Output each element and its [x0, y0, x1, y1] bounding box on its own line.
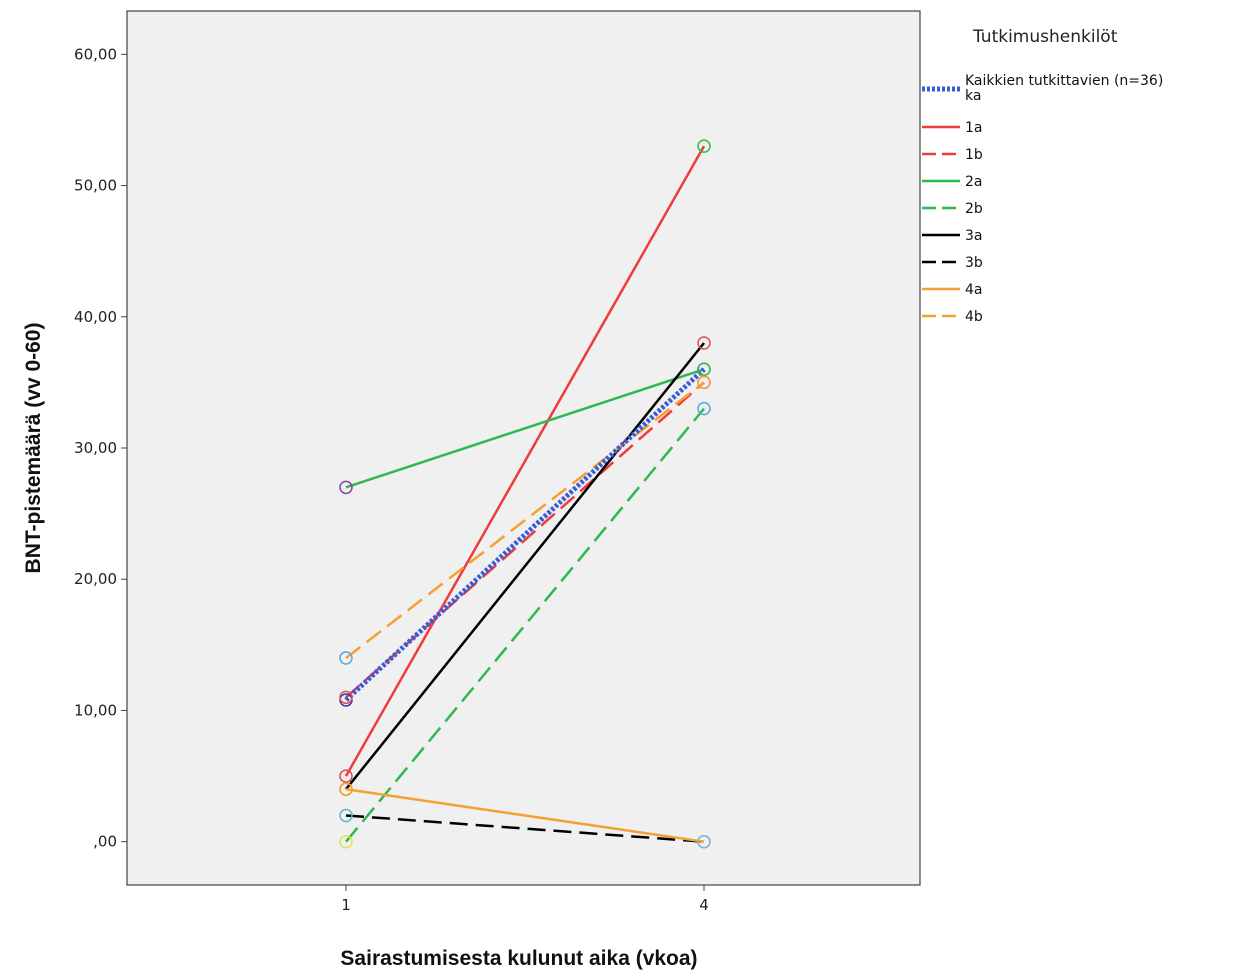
legend-label: 1b [965, 147, 983, 163]
legend-label: ka [965, 88, 981, 104]
legend-label: 3a [965, 228, 983, 244]
series-line-1a [344, 145, 706, 777]
series-line-3a [345, 342, 705, 790]
series-layer [344, 145, 706, 843]
data-point [697, 336, 711, 350]
y-axis-title: BNT-pistemäärä (vv 0-60) [22, 323, 45, 574]
y-tick-label: 50,00 [74, 177, 117, 195]
data-point [697, 401, 711, 416]
data-point [339, 690, 353, 705]
x-tick-label: 1 [341, 896, 351, 914]
y-tick-label: 40,00 [74, 308, 117, 326]
y-tick-label: 10,00 [74, 701, 117, 719]
series-line-2b [345, 407, 705, 843]
legend-label: 2a [965, 174, 983, 190]
series-line-3b [345, 814, 705, 843]
legend-label: 4a [965, 282, 983, 298]
data-point [339, 480, 353, 495]
y-tick-label: 60,00 [74, 45, 117, 63]
legend: Tutkimushenkilöt Kaikkien tutkittavien (… [922, 27, 1163, 325]
data-point [697, 139, 711, 153]
data-point [339, 834, 353, 849]
legend-label: Kaikkien tutkittavien (n=36) [965, 73, 1163, 89]
y-tick-label: 30,00 [74, 439, 117, 457]
data-point [697, 834, 711, 849]
data-point [697, 362, 711, 377]
x-tick-label: 4 [699, 896, 709, 914]
y-axis: ,00 10,00 20,00 30,00 40,00 50,00 60,00 [74, 45, 127, 851]
legend-label: 1a [965, 120, 983, 136]
legend-title: Tutkimushenkilöt [972, 27, 1118, 47]
data-point [339, 651, 353, 665]
data-point [339, 769, 353, 783]
data-point [339, 808, 353, 823]
marker-layer [339, 139, 711, 849]
series-line-kaikkien-tutkittavien-n-36-ka [344, 367, 706, 702]
y-tick-label: ,00 [93, 833, 117, 851]
series-line-4a [345, 787, 705, 843]
data-point [339, 782, 353, 796]
data-point [697, 375, 711, 390]
plot-area [126, 10, 921, 886]
legend-label: 2b [965, 201, 983, 217]
y-tick-label: 20,00 [74, 570, 117, 588]
series-line-4b [345, 381, 705, 659]
legend-label: 3b [965, 255, 983, 271]
series-line-2a [345, 368, 705, 489]
x-axis-title: Sairastumisesta kulunut aika (vkoa) [340, 947, 697, 970]
legend-label: 4b [965, 309, 983, 325]
